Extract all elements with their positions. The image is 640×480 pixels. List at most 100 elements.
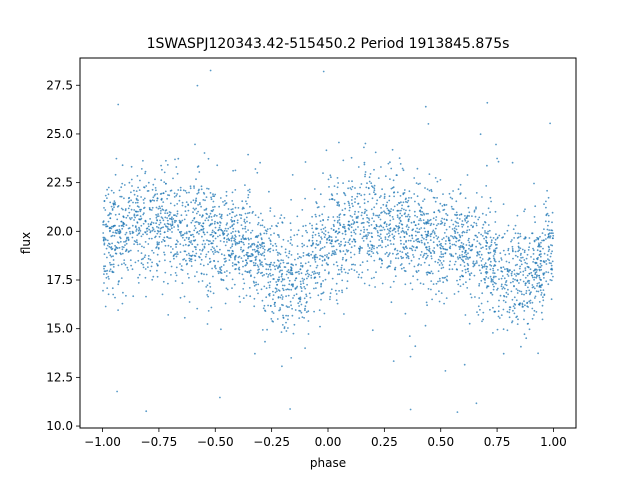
data-point bbox=[427, 212, 429, 215]
data-point bbox=[233, 283, 236, 286]
data-point bbox=[226, 241, 228, 243]
data-point bbox=[360, 276, 363, 279]
data-point bbox=[448, 226, 451, 228]
data-point bbox=[416, 167, 419, 170]
data-point bbox=[299, 280, 302, 283]
data-point bbox=[323, 205, 326, 208]
data-point bbox=[115, 246, 118, 249]
data-point bbox=[331, 277, 334, 280]
data-point bbox=[124, 250, 127, 253]
data-point bbox=[104, 265, 107, 268]
data-point bbox=[350, 188, 353, 191]
data-point bbox=[196, 166, 199, 168]
data-point bbox=[335, 236, 337, 239]
data-point bbox=[281, 284, 284, 287]
data-point bbox=[254, 259, 257, 261]
data-point bbox=[172, 218, 175, 220]
data-point bbox=[109, 229, 111, 232]
data-point bbox=[233, 256, 236, 258]
data-point bbox=[533, 182, 535, 185]
data-point bbox=[219, 224, 221, 227]
data-point bbox=[357, 215, 359, 218]
data-point bbox=[224, 227, 227, 230]
data-point bbox=[281, 365, 283, 368]
data-point bbox=[159, 233, 162, 235]
data-point bbox=[448, 264, 451, 267]
data-point bbox=[246, 202, 248, 205]
data-point bbox=[341, 209, 344, 212]
data-point bbox=[203, 245, 206, 248]
data-point bbox=[194, 143, 196, 146]
data-point bbox=[493, 275, 495, 278]
data-point bbox=[213, 231, 216, 233]
data-point bbox=[517, 273, 519, 276]
data-point bbox=[226, 222, 229, 225]
data-point bbox=[470, 224, 473, 227]
data-point bbox=[547, 196, 550, 199]
data-point bbox=[118, 189, 121, 192]
data-point bbox=[351, 216, 353, 218]
data-point bbox=[125, 216, 128, 219]
data-point bbox=[261, 252, 264, 255]
data-point bbox=[146, 230, 149, 233]
data-point bbox=[245, 231, 247, 233]
data-point bbox=[455, 225, 457, 228]
data-point bbox=[366, 260, 369, 262]
data-point bbox=[426, 222, 429, 224]
data-point bbox=[398, 209, 400, 212]
data-point bbox=[207, 295, 210, 298]
data-point bbox=[107, 293, 110, 296]
data-point bbox=[367, 187, 370, 189]
data-point bbox=[459, 192, 462, 195]
data-point bbox=[418, 231, 420, 234]
data-point bbox=[489, 196, 492, 199]
data-point bbox=[281, 296, 284, 298]
data-point bbox=[506, 268, 509, 271]
data-point bbox=[465, 244, 468, 246]
data-point bbox=[428, 245, 431, 248]
data-point bbox=[464, 218, 466, 221]
data-point bbox=[537, 290, 540, 293]
data-point bbox=[400, 257, 403, 260]
data-point bbox=[189, 241, 192, 244]
data-point bbox=[200, 228, 203, 231]
data-point bbox=[454, 213, 456, 216]
data-point bbox=[389, 239, 392, 242]
data-point bbox=[476, 311, 478, 313]
data-point bbox=[516, 279, 519, 282]
data-point bbox=[308, 273, 310, 276]
data-point bbox=[359, 206, 361, 208]
data-point bbox=[367, 245, 370, 247]
data-point bbox=[425, 256, 428, 259]
data-point bbox=[138, 273, 141, 276]
data-point bbox=[323, 312, 326, 315]
data-point bbox=[155, 216, 158, 219]
data-point bbox=[513, 285, 515, 287]
data-point bbox=[286, 270, 289, 273]
data-point bbox=[334, 240, 337, 243]
data-point bbox=[338, 214, 341, 217]
data-point bbox=[316, 272, 319, 274]
data-point bbox=[431, 298, 433, 301]
data-point bbox=[453, 229, 456, 232]
data-point bbox=[367, 231, 369, 234]
data-point bbox=[138, 189, 141, 192]
data-point bbox=[533, 297, 536, 299]
data-point bbox=[151, 249, 154, 252]
data-point bbox=[103, 267, 105, 270]
data-point bbox=[551, 221, 553, 224]
data-point bbox=[112, 225, 115, 227]
data-point bbox=[263, 226, 266, 229]
data-point bbox=[484, 262, 487, 265]
data-point bbox=[215, 267, 217, 270]
data-point bbox=[404, 312, 407, 315]
data-point bbox=[157, 226, 160, 229]
data-point bbox=[302, 280, 304, 282]
data-point bbox=[285, 288, 288, 291]
data-point bbox=[442, 193, 444, 196]
data-point bbox=[489, 260, 492, 263]
data-point bbox=[506, 329, 509, 332]
data-point bbox=[389, 214, 391, 217]
data-point bbox=[228, 254, 231, 257]
